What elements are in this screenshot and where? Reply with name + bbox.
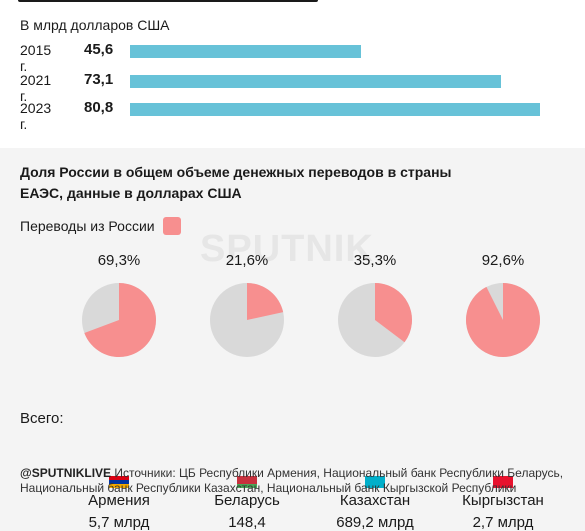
top-panel: В млрд долларов США 2015 г. 45,6 2021 г. 73… <box>0 0 585 148</box>
bar <box>130 45 362 58</box>
pie-chart <box>210 283 284 357</box>
bar-category-label: 2015 г. <box>20 42 52 74</box>
footer-handle: @SPUTNIKLIVE <box>20 466 112 480</box>
pie-russia-slice <box>84 283 156 357</box>
bar-chart-subtitle: В млрд долларов США <box>20 17 170 33</box>
country-flag-icon <box>237 476 257 488</box>
section-heading: Доля России в общем объеме денежных пере… <box>20 164 452 201</box>
watermark: SPUTNIK <box>200 228 374 270</box>
legend-swatch <box>162 217 181 235</box>
country-total: 5,7 млрд <box>88 514 150 531</box>
bar-category-label: 2021 г. <box>20 72 52 104</box>
pie-russia-slice <box>375 283 412 343</box>
clipped-title-bar <box>18 0 318 2</box>
country-total: 689,2 млрд <box>336 514 414 531</box>
footer-sources: Источники: ЦБ Республики Армения, Национ… <box>20 466 564 495</box>
pie-share-label: 35,3% <box>353 252 397 269</box>
bar-value-label: 45,6 <box>84 41 114 58</box>
pie-russia-slice <box>247 283 284 320</box>
bar-category-label: 2023 г. <box>20 100 52 132</box>
bar <box>130 103 540 116</box>
footer: @SPUTNIKLIVE Источники: ЦБ Республики Ар… <box>20 466 580 496</box>
total-label: Всего: <box>20 410 64 427</box>
pie-share-label: 21,6% <box>225 252 269 269</box>
country-total: 148,4 <box>228 514 266 531</box>
pie-share-label: 69,3% <box>97 252 141 269</box>
bar <box>130 75 501 88</box>
pie-section: Доля России в общем объеме денежных пере… <box>0 148 585 531</box>
country-flag-icon <box>109 476 129 488</box>
legend: Переводы из России <box>20 217 181 235</box>
country-flag-icon <box>493 476 513 488</box>
pie-share-label: 92,6% <box>481 252 525 269</box>
bar-value-label: 80,8 <box>84 99 114 116</box>
pie-chart <box>338 283 412 357</box>
pie-chart <box>466 283 540 357</box>
country-total: 2,7 млрд <box>472 514 534 531</box>
legend-label: Переводы из России <box>20 218 155 234</box>
pie-russia-slice <box>466 283 540 357</box>
bar-value-label: 73,1 <box>84 71 114 88</box>
pie-chart <box>82 283 156 357</box>
country-flag-icon <box>365 476 385 488</box>
